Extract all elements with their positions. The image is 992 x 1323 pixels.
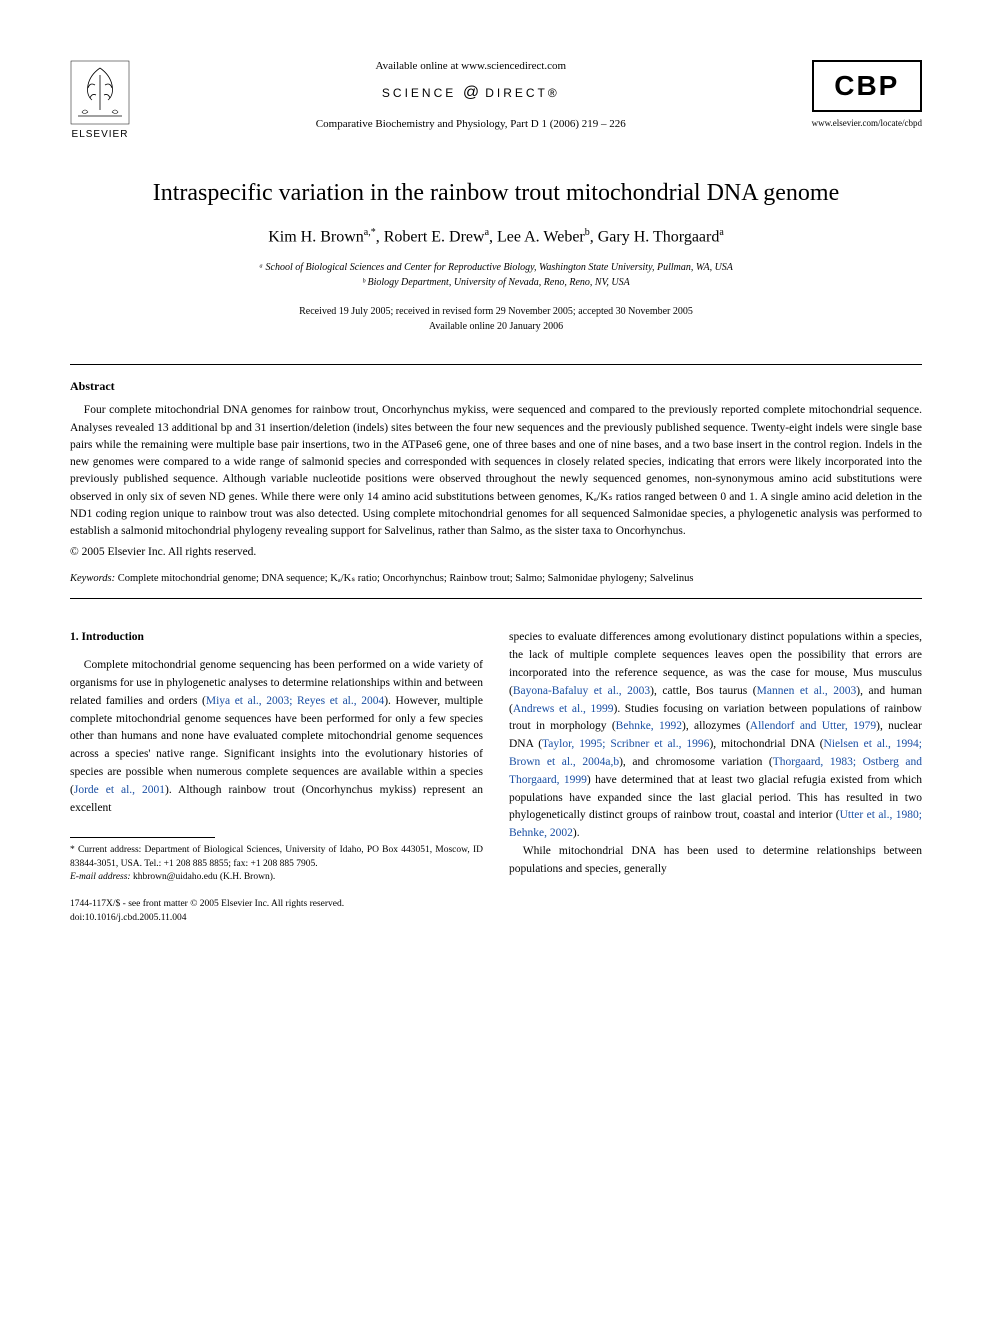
col2-text-b: ), cattle, Bos taurus ( <box>650 685 756 697</box>
abstract-heading: Abstract <box>70 379 922 394</box>
email-value: khbrown@uidaho.edu (K.H. Brown). <box>131 872 276 882</box>
corresponding-footnote: * Current address: Department of Biologi… <box>70 844 483 871</box>
available-online-text: Available online at www.sciencedirect.co… <box>150 60 792 72</box>
author-2-sup: a <box>485 227 489 238</box>
ref-mannen[interactable]: Mannen et al., 2003 <box>757 685 857 697</box>
ref-allendorf[interactable]: Allendorf and Utter, 1979 <box>750 720 876 732</box>
elsevier-logo: ELSEVIER <box>70 60 130 140</box>
keywords-label: Keywords: <box>70 573 115 584</box>
footnote-separator <box>70 837 215 838</box>
ref-taylor-scribner[interactable]: Taylor, 1995; Scribner et al., 1996 <box>542 738 709 750</box>
article-title: Intraspecific variation in the rainbow t… <box>70 180 922 207</box>
page-header: ELSEVIER Available online at www.science… <box>70 60 922 140</box>
col2-text-h: ), and chromosome variation ( <box>619 756 773 768</box>
author-3-sup: b <box>585 227 590 238</box>
elsevier-label: ELSEVIER <box>72 129 129 140</box>
column-right: species to evaluate differences among ev… <box>509 629 922 925</box>
col2-text-j: ). <box>573 827 580 839</box>
intro-text-1b: ). However, multiple complete mitochondr… <box>70 695 483 796</box>
ref-behnke92[interactable]: Behnke, 1992 <box>616 720 682 732</box>
col2-paragraph-2: While mitochondrial DNA has been used to… <box>509 843 922 879</box>
locate-url: www.elsevier.com/locate/cbpd <box>812 118 922 128</box>
col2-paragraph-1: species to evaluate differences among ev… <box>509 629 922 843</box>
article-dates: Received 19 July 2005; received in revis… <box>70 304 922 334</box>
elsevier-tree-icon <box>70 60 130 125</box>
ref-jorde[interactable]: Jorde et al., 2001 <box>74 784 165 796</box>
cbp-text: CBP <box>826 70 908 102</box>
author-2: Robert E. Drew <box>384 228 485 245</box>
sd-post: DIRECT® <box>485 86 560 100</box>
keywords-text: Complete mitochondrial genome; DNA seque… <box>115 573 693 584</box>
author-1: Kim H. Brown <box>268 228 364 245</box>
body-columns: 1. Introduction Complete mitochondrial g… <box>70 629 922 925</box>
cbp-block: CBP www.elsevier.com/locate/cbpd <box>812 60 922 128</box>
center-header: Available online at www.sciencedirect.co… <box>130 60 812 130</box>
footer-doi: doi:10.1016/j.cbd.2005.11.004 <box>70 912 483 925</box>
author-4: Gary H. Thorgaard <box>598 228 720 245</box>
affiliations: ᵃ School of Biological Sciences and Cent… <box>70 260 922 290</box>
sd-pre: SCIENCE <box>382 86 456 100</box>
author-1-sup: a,* <box>364 227 376 238</box>
sciencedirect-logo: SCIENCE @ DIRECT® <box>150 84 792 102</box>
ref-andrews[interactable]: Andrews et al., 1999 <box>513 703 614 715</box>
col2-text-e: ), allozymes ( <box>682 720 750 732</box>
author-4-sup: a <box>719 227 723 238</box>
abstract-text: Four complete mitochondrial DNA genomes … <box>70 402 922 540</box>
ref-miya-reyes[interactable]: Miya et al., 2003; Reyes et al., 2004 <box>206 695 384 707</box>
keywords-line: Keywords: Complete mitochondrial genome;… <box>70 572 922 584</box>
affiliation-a: ᵃ School of Biological Sciences and Cent… <box>70 260 922 275</box>
divider-bottom <box>70 598 922 599</box>
email-label: E-mail address: <box>70 872 131 882</box>
author-list: Kim H. Browna,*, Robert E. Drewa, Lee A.… <box>70 227 922 246</box>
author-3: Lee A. Weber <box>497 228 585 245</box>
online-date: Available online 20 January 2006 <box>70 319 922 334</box>
sd-at: @ <box>463 84 479 101</box>
col2-text-g: ), mitochondrial DNA ( <box>709 738 823 750</box>
ref-bayona[interactable]: Bayona-Bafaluy et al., 2003 <box>513 685 650 697</box>
email-footnote: E-mail address: khbrown@uidaho.edu (K.H.… <box>70 871 483 884</box>
divider-top <box>70 364 922 365</box>
abstract-copyright: © 2005 Elsevier Inc. All rights reserved… <box>70 546 922 558</box>
journal-citation: Comparative Biochemistry and Physiology,… <box>150 118 792 130</box>
intro-paragraph-1: Complete mitochondrial genome sequencing… <box>70 657 483 817</box>
received-date: Received 19 July 2005; received in revis… <box>70 304 922 319</box>
intro-heading: 1. Introduction <box>70 629 483 647</box>
column-left: 1. Introduction Complete mitochondrial g… <box>70 629 483 925</box>
affiliation-b: ᵇ Biology Department, University of Neva… <box>70 275 922 290</box>
cbp-logo-box: CBP <box>812 60 922 112</box>
footer-issn: 1744-117X/$ - see front matter © 2005 El… <box>70 898 483 911</box>
